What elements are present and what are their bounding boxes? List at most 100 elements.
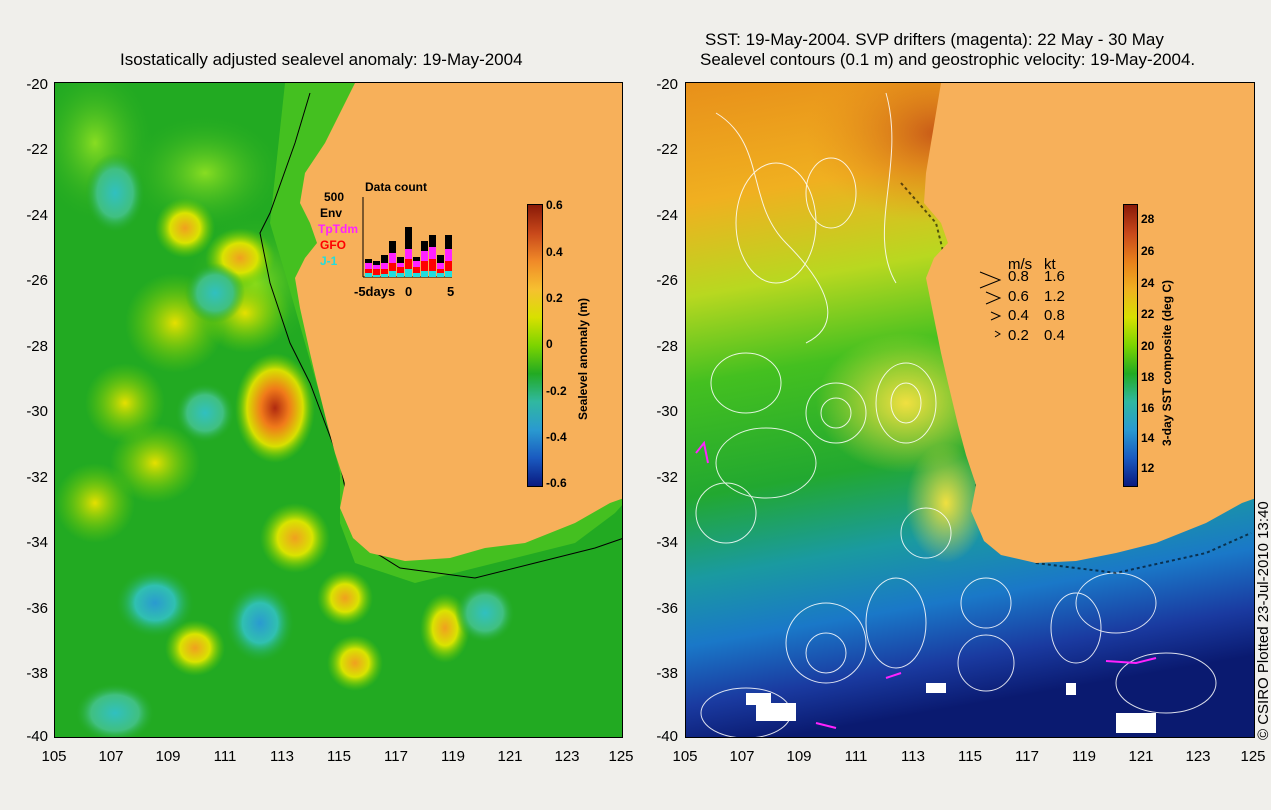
velocity-legend-ms: 0.6 bbox=[1008, 288, 1029, 305]
left-x-tick: 119 bbox=[441, 748, 465, 765]
sst-colorbar-tick: 18 bbox=[1141, 370, 1155, 384]
sst-colorbar bbox=[1123, 204, 1138, 487]
left-x-tick: 111 bbox=[213, 748, 237, 765]
left-x-tick: 107 bbox=[98, 748, 124, 765]
left-y-tick: -28 bbox=[26, 338, 48, 355]
left-x-tick: 125 bbox=[608, 748, 634, 765]
sst-colorbar-tick: 20 bbox=[1141, 339, 1155, 353]
velocity-legend-ms: 0.2 bbox=[1008, 327, 1029, 344]
sla-colorbar-label: Sealevel anomaly (m) bbox=[576, 297, 590, 420]
right-y-tick: -24 bbox=[656, 207, 678, 224]
left-x-tick: 123 bbox=[554, 748, 580, 765]
velocity-legend-kt: 1.2 bbox=[1044, 288, 1065, 305]
inset-bar-segment bbox=[429, 271, 436, 277]
sst-colorbar-tick: 26 bbox=[1141, 244, 1155, 258]
inset-bar-segment bbox=[437, 263, 444, 269]
inset-legend-tptdm: TpTdm bbox=[318, 222, 358, 236]
right-x-tick: 123 bbox=[1185, 748, 1211, 765]
inset-x-label: -5days bbox=[354, 284, 396, 299]
left-y-tick: -40 bbox=[26, 728, 48, 745]
inset-bar-segment bbox=[437, 273, 444, 277]
inset-bar-segment bbox=[445, 271, 452, 277]
velocity-legend-ms: 0.8 bbox=[1008, 268, 1029, 285]
inset-bar-segment bbox=[405, 249, 412, 259]
inset-bar-segment bbox=[405, 269, 412, 277]
velocity-legend-header-kt: kt bbox=[1044, 256, 1056, 273]
velocity-legend-kt: 0.4 bbox=[1044, 327, 1065, 344]
inset-legend-gfo: GFO bbox=[320, 238, 346, 252]
right-y-tick: -38 bbox=[656, 665, 678, 682]
left-x-tick: 121 bbox=[497, 748, 523, 765]
inset-bar-segment bbox=[413, 261, 420, 267]
left-y-tick: -30 bbox=[26, 403, 48, 420]
sst-colorbar-tick: 24 bbox=[1141, 276, 1155, 290]
inset-bar-segment bbox=[373, 261, 380, 265]
sla-colorbar bbox=[527, 204, 543, 487]
inset-bar-segment bbox=[381, 269, 388, 274]
right-y-tick: -26 bbox=[656, 272, 678, 289]
left-y-tick: -34 bbox=[26, 534, 48, 551]
inset-max-label: 500 bbox=[324, 190, 345, 204]
left-y-tick: -24 bbox=[26, 207, 48, 224]
right-y-tick: -22 bbox=[656, 141, 678, 158]
right-y-tick: -36 bbox=[656, 600, 678, 617]
sla-colorbar-tick: -0.2 bbox=[546, 384, 567, 398]
right-x-tick: 119 bbox=[1072, 748, 1096, 765]
left-x-tick: 105 bbox=[41, 748, 67, 765]
credit-text: © CSIRO Plotted 23-Jul-2010 13:40 bbox=[1255, 501, 1271, 740]
right-x-tick: 105 bbox=[672, 748, 698, 765]
inset-bar-segment bbox=[437, 255, 444, 263]
sst-field bbox=[686, 83, 1254, 737]
inset-bar-segment bbox=[397, 267, 404, 273]
right-y-tick: -32 bbox=[656, 469, 678, 486]
inset-bar-segment bbox=[413, 273, 420, 277]
left-x-tick: 115 bbox=[327, 748, 351, 765]
inset-bar-segment bbox=[365, 263, 372, 269]
inset-bar-segment bbox=[381, 255, 388, 263]
inset-x-label: 5 bbox=[447, 284, 455, 299]
inset-bar-segment bbox=[381, 263, 388, 269]
inset-bar-segment bbox=[389, 241, 396, 253]
velocity-legend-ms: 0.4 bbox=[1008, 307, 1029, 324]
inset-bar-segment bbox=[397, 263, 404, 267]
left-y-tick: -26 bbox=[26, 272, 48, 289]
velocity-legend-kt: 0.8 bbox=[1044, 307, 1065, 324]
inset-bar-segment bbox=[389, 253, 396, 263]
inset-bar-segment bbox=[373, 275, 380, 277]
sla-colorbar-tick: -0.4 bbox=[546, 430, 567, 444]
land-mass bbox=[295, 83, 622, 561]
inset-bar-segment bbox=[445, 235, 452, 249]
inset-bar-segment bbox=[365, 273, 372, 277]
inset-bar-segment bbox=[413, 267, 420, 273]
inset-bar-segment bbox=[405, 259, 412, 269]
inset-bar-segment bbox=[389, 263, 396, 271]
sla-colorbar-tick: -0.6 bbox=[546, 476, 567, 490]
inset-bar-segment bbox=[421, 241, 428, 251]
sla-colorbar-tick: 0.4 bbox=[546, 245, 563, 259]
sla-colorbar-tick: 0.2 bbox=[546, 291, 563, 305]
left-x-tick: 117 bbox=[384, 748, 408, 765]
inset-title: Data count bbox=[365, 180, 428, 194]
sst-colorbar-label: 3-day SST composite (deg C) bbox=[1160, 279, 1174, 446]
right-y-tick: -28 bbox=[656, 338, 678, 355]
right-y-tick: -40 bbox=[656, 728, 678, 745]
inset-bar-segment bbox=[389, 271, 396, 277]
left-x-tick: 109 bbox=[155, 748, 181, 765]
right-x-tick: 109 bbox=[786, 748, 812, 765]
right-panel-title-line2: Sealevel contours (0.1 m) and geostrophi… bbox=[700, 50, 1196, 69]
sst-land-mass bbox=[924, 83, 1254, 563]
sst-colorbar-tick: 16 bbox=[1141, 401, 1155, 415]
inset-bar-segment bbox=[421, 261, 428, 271]
inset-bar-segment bbox=[429, 259, 436, 271]
sst-colorbar-tick: 28 bbox=[1141, 212, 1155, 226]
left-y-tick: -32 bbox=[26, 469, 48, 486]
right-x-tick: 121 bbox=[1128, 748, 1154, 765]
inset-bar-segment bbox=[365, 259, 372, 263]
right-y-tick: -30 bbox=[656, 403, 678, 420]
inset-bar-chart bbox=[362, 197, 452, 278]
inset-bar-segment bbox=[445, 261, 452, 271]
sst-map bbox=[685, 82, 1255, 738]
right-x-tick: 117 bbox=[1015, 748, 1039, 765]
inset-x-label: 0 bbox=[405, 284, 413, 299]
inset-bar-segment bbox=[365, 269, 372, 273]
